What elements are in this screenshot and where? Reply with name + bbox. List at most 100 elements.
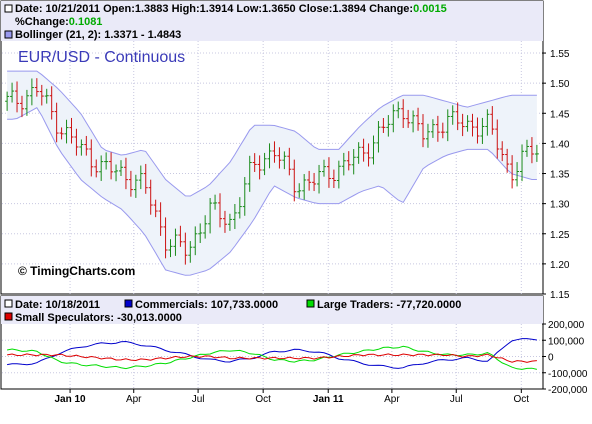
ohlc-bar: [460, 113, 465, 137]
ohlc-bar: [213, 194, 218, 210]
ohlc-bar: [267, 143, 272, 169]
ohlc-bar: [445, 109, 450, 142]
ohlc-bar: [396, 101, 401, 119]
ohlc-bar: [54, 102, 59, 143]
ohlc-bar: [114, 164, 119, 182]
info-close: Close:1.3894: [299, 3, 367, 15]
ohlc-bar: [188, 241, 193, 263]
ohlc-bar: [391, 104, 396, 133]
ohlc-bar: [123, 157, 128, 190]
price-y-tick-label: 1.45: [550, 109, 570, 120]
ohlc-bar: [222, 210, 227, 233]
ohlc-bar: [381, 118, 386, 133]
ohlc-bar: [480, 117, 485, 144]
x-tick-label: Jul: [450, 394, 463, 405]
ohlc-bar: [440, 122, 445, 139]
ohlc-bar: [336, 160, 341, 189]
bollinger-lower-line: [7, 107, 537, 276]
cot-y-tick-label: -200,000: [548, 385, 588, 396]
x-axis: Jan 10 Apr Jul Oct Jan 11 Apr Jul Oct: [54, 389, 529, 405]
ohlc-bar: [49, 86, 54, 120]
ohlc-bar: [356, 142, 361, 164]
cot-date: Date: 10/18/2011: [15, 299, 100, 311]
price-y-axis: 1.55 1.50 1.45 1.40 1.35 1.30 1.25 1.20 1.15: [542, 49, 570, 301]
info-date: Date: 10/21/2011: [15, 3, 100, 15]
ohlc-bar: [24, 89, 29, 116]
ohlc-bar: [371, 135, 376, 165]
price-y-tick-label: 1.40: [550, 139, 570, 150]
ohlc-bar: [262, 152, 267, 176]
ohlc-bar: [510, 155, 515, 189]
ohlc-bar: [317, 164, 322, 194]
ohlc-bar: [29, 78, 34, 106]
cot-commercials: Commercials: 107,733.0000: [135, 299, 278, 311]
ohlc-bar: [208, 198, 213, 234]
ohlc-bar: [242, 177, 247, 216]
ohlc-bar: [84, 135, 89, 156]
ohlc-bar: [34, 78, 39, 97]
ohlc-bar: [341, 152, 346, 176]
ohlc-bar: [252, 153, 257, 172]
ohlc-bar: [39, 84, 44, 106]
ohlc-bar: [118, 160, 123, 176]
price-y-tick-label: 1.30: [550, 200, 570, 211]
ohlc-bar: [406, 109, 411, 128]
ohlc-bar: [59, 127, 64, 140]
x-tick-label: Oct: [514, 394, 530, 405]
ohlc-bar: [455, 102, 460, 131]
ohlc-bar: [79, 139, 84, 156]
cot-series-small-speculators: [7, 353, 537, 363]
chart-title: EUR/USD - Continuous: [18, 49, 185, 66]
cot-header: [1, 296, 543, 324]
price-y-tick-label: 1.25: [550, 230, 570, 241]
cot-y-tick-label: 200,000: [548, 320, 585, 331]
ohlc-bar: [198, 223, 203, 243]
ohlc-bar: [470, 113, 475, 137]
ohlc-bar: [386, 115, 391, 137]
ohlc-bar: [490, 106, 495, 135]
price-y-tick-label: 1.50: [550, 79, 570, 90]
price-bars: [5, 78, 539, 265]
x-tick-label: Oct: [255, 394, 271, 405]
ohlc-bar: [376, 120, 381, 153]
cot-y-axis: 200,000 100,000 0 -100,000 -200,000: [542, 320, 588, 396]
ohlc-bar: [99, 155, 104, 181]
ohlc-bar: [128, 170, 133, 197]
cot-series-commercials: [7, 338, 537, 369]
watermark: © TimingCharts.com: [18, 264, 135, 278]
price-info-line-1: Date: 10/21/2011 Open:1.3883 High:1.3914…: [15, 3, 447, 15]
cot-small-speculators: Small Speculators: -30,013.0000: [15, 312, 182, 324]
cot-y-tick-label: -100,000: [548, 369, 588, 380]
info-change-value: 0.0015: [413, 3, 447, 15]
info-change-label: Change:: [369, 3, 413, 15]
ohlc-bar: [158, 202, 163, 236]
ohlc-bar: [272, 141, 277, 163]
info-high: High:1.3914: [172, 3, 235, 15]
info-pct-value: 0.1081: [69, 16, 103, 28]
ohlc-bar: [133, 174, 138, 198]
ohlc-bar: [485, 109, 490, 136]
ohlc-bar: [183, 232, 188, 265]
ohlc-bar: [312, 172, 317, 192]
ohlc-bar: [44, 88, 49, 104]
ohlc-bar: [10, 82, 15, 103]
ohlc-bar: [74, 128, 79, 156]
ohlc-bar: [321, 159, 326, 177]
ohlc-bar: [450, 105, 455, 125]
ohlc-bar: [465, 115, 470, 132]
ohlc-bar: [307, 170, 312, 191]
price-y-tick-label: 1.55: [550, 49, 570, 60]
ohlc-bar: [366, 143, 371, 167]
ohlc-bar: [331, 169, 336, 189]
cot-y-tick-label: 100,000: [548, 336, 585, 347]
ohlc-bar: [148, 179, 153, 215]
ohlc-bar: [534, 144, 539, 162]
ohlc-bar: [520, 144, 525, 182]
x-tick-label: Apr: [126, 394, 142, 405]
ohlc-bar: [138, 165, 143, 190]
x-tick-label: Jan 11: [313, 394, 344, 405]
ohlc-bar: [302, 174, 307, 200]
ohlc-bar: [351, 149, 356, 175]
ohlc-bar: [277, 147, 282, 169]
